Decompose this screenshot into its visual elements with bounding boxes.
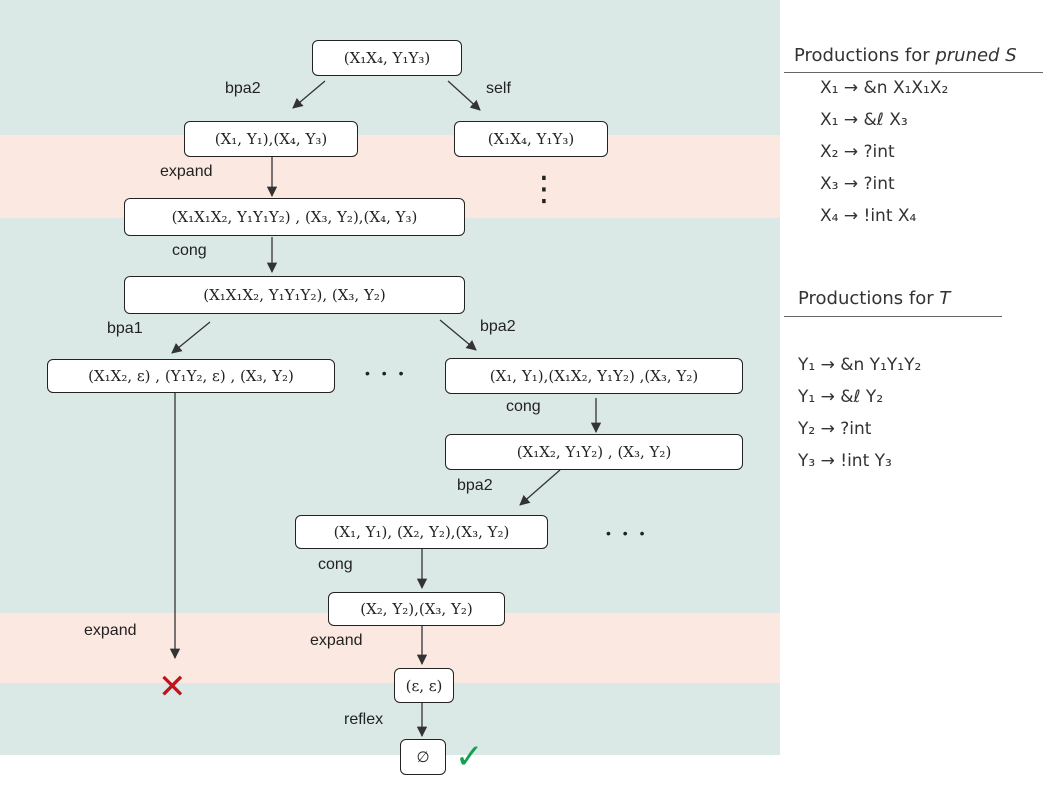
rule-cong-2: cong (506, 398, 541, 415)
node-l4-left: (X₁X₂, ε) , (Y₁Y₂, ε) , (X₃, Y₂) (47, 359, 335, 393)
node-l1-left: (X₁, Y₁),(X₄, Y₃) (184, 121, 358, 157)
rule-reflex: reflex (344, 711, 384, 728)
edge-l3-l4right (439, 319, 477, 351)
node-l6: (X₁, Y₁), (X₂, Y₂),(X₃, Y₂) (295, 515, 548, 549)
rule-bpa2-low: bpa2 (457, 477, 493, 494)
node-l8: (ε, ε) (394, 668, 454, 703)
rule-cong-3: cong (318, 556, 353, 573)
band-green-bottom (0, 683, 780, 755)
success-check-icon: ✓ (455, 738, 484, 776)
production-s-5: X₄ → !int X₄ (820, 206, 917, 226)
node-l2: (X₁X₁X₂, Y₁Y₁Y₂) , (X₃, Y₂),(X₄, Y₃) (124, 198, 465, 236)
productions-t-divider (784, 316, 1002, 317)
node-l9: ∅ (400, 739, 446, 775)
rule-bpa2-mid: bpa2 (480, 318, 516, 335)
production-t-2: Y₁ → &ℓ Y₂ (798, 387, 884, 407)
node-l7: (X₂, Y₂),(X₃, Y₂) (328, 592, 505, 626)
rule-bpa1: bpa1 (107, 320, 143, 337)
productions-s-title-prefix: Productions for (794, 45, 936, 66)
rule-bpa2-top: bpa2 (225, 80, 261, 97)
production-t-4: Y₃ → !int Y₃ (798, 451, 892, 471)
edge-root-left (292, 80, 326, 109)
production-t-1: Y₁ → &n Y₁Y₁Y₂ (798, 355, 922, 375)
node-l5: (X₁X₂, Y₁Y₂) , (X₃, Y₂) (445, 434, 743, 470)
production-t-3: Y₂ → ?int (798, 419, 872, 439)
node-l1-right: (X₁X₄, Y₁Y₃) (454, 121, 608, 157)
horizontal-ellipsis-low: • • • (606, 525, 649, 541)
node-root: (X₁X₄, Y₁Y₃) (312, 40, 462, 76)
production-s-2: X₁ → &ℓ X₃ (820, 110, 908, 130)
tree-edges (169, 80, 602, 738)
edge-l5-l6 (519, 469, 561, 506)
production-s-3: X₂ → ?int (820, 142, 895, 162)
vertical-ellipsis: ⋮ (527, 172, 561, 206)
horizontal-ellipsis-mid: • • • (365, 365, 408, 381)
rule-expand-1: expand (160, 163, 213, 180)
productions-t-title-prefix: Productions for (798, 288, 940, 309)
edge-l3-l4left (171, 321, 211, 354)
productions-t-title: Productions for T (798, 288, 950, 309)
productions-t-title-name: T (939, 288, 951, 309)
node-l4-right: (X₁, Y₁),(X₁X₂, Y₁Y₂) ,(X₃, Y₂) (445, 358, 743, 394)
productions-s-title-name: pruned S (935, 45, 1017, 66)
rule-expand-left: expand (84, 622, 137, 639)
rule-expand-2: expand (310, 632, 363, 649)
edge-root-right (447, 80, 481, 111)
productions-s-divider (784, 72, 1043, 73)
production-s-4: X₃ → ?int (820, 174, 895, 194)
fail-cross-icon: ✕ (158, 668, 187, 706)
productions-s-title: Productions for pruned S (794, 45, 1017, 66)
node-l3: (X₁X₁X₂, Y₁Y₁Y₂), (X₃, Y₂) (124, 276, 465, 314)
rule-cong-1: cong (172, 242, 207, 259)
rule-self: self (486, 80, 511, 97)
production-s-1: X₁ → &n X₁X₁X₂ (820, 78, 949, 98)
